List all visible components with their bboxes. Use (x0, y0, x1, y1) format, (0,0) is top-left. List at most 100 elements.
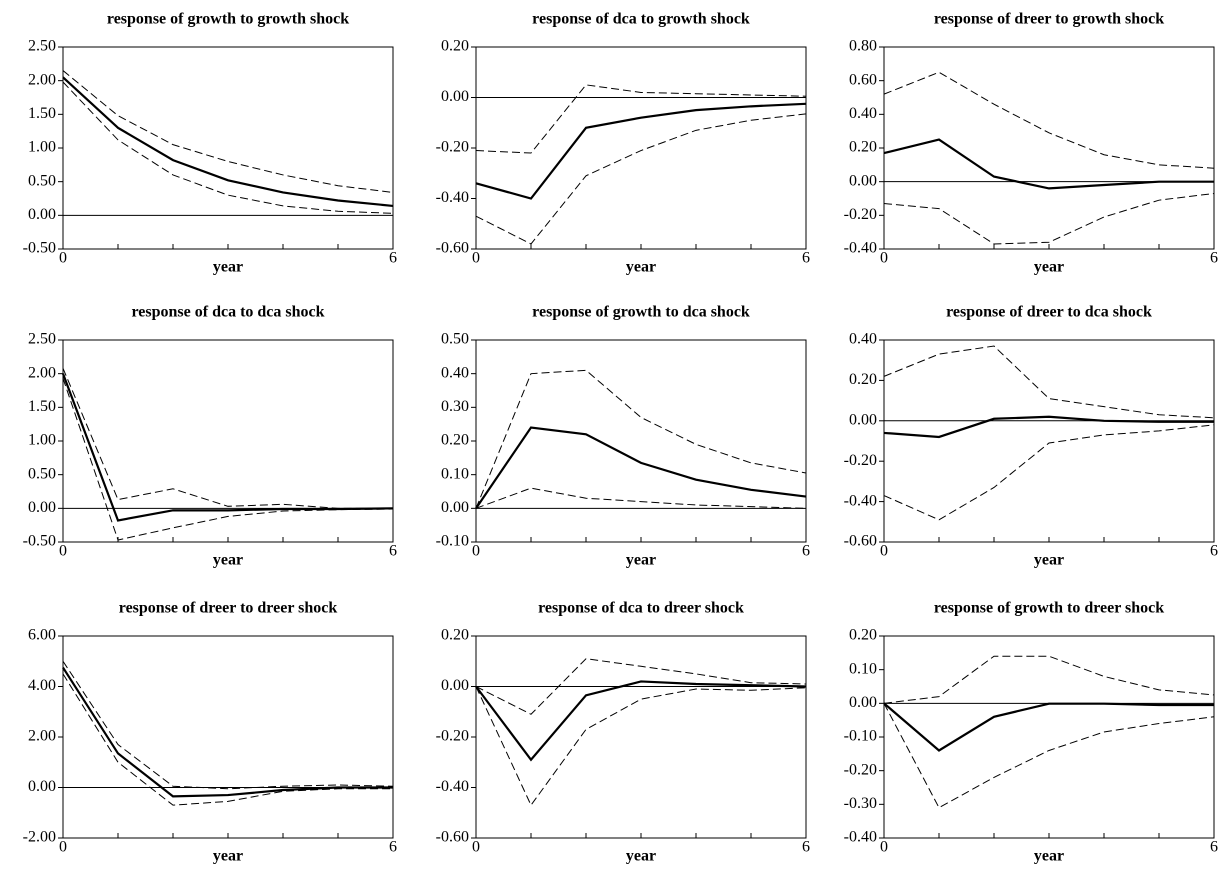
y-tick-label: 0.80 (849, 38, 877, 55)
x-tick-label: 0 (472, 839, 480, 856)
y-tick-label: -0.10 (436, 533, 469, 550)
y-tick-label: 0.00 (28, 778, 56, 795)
y-tick-label: 0.40 (849, 105, 877, 122)
panel: response of dca to growth shock -0.60 -0.4… (436, 11, 810, 276)
x-tick-label: 0 (59, 543, 67, 560)
x-axis-label: year (213, 848, 243, 865)
plot-frame (883, 339, 1215, 543)
x-tick-label: 0 (472, 543, 480, 560)
x-axis-label: year (626, 259, 656, 276)
y-tick-label: 0.00 (28, 499, 56, 516)
panel-title: response of dreer to dreer shock (119, 600, 338, 617)
response-line (62, 673, 393, 806)
plot-frame (475, 46, 807, 250)
panel-title: response of growth to dreer shock (934, 600, 1164, 617)
y-tick-label: -0.40 (436, 778, 469, 795)
y-tick-label: 0.50 (441, 331, 469, 348)
y-tick-label: 0.00 (849, 694, 877, 711)
response-line (475, 369, 807, 509)
panel-title: response of dreer to growth shock (934, 11, 1164, 28)
x-axis-label: year (1034, 848, 1064, 865)
x-tick-label: 6 (1210, 543, 1218, 560)
response-line (883, 703, 1215, 809)
response-line (475, 84, 807, 154)
x-tick-label: 0 (880, 543, 888, 560)
y-tick-label: 0.40 (849, 331, 877, 348)
y-tick-label: 6.00 (28, 627, 56, 644)
y-tick-label: -0.20 (844, 452, 877, 469)
y-tick-label: -0.60 (436, 829, 469, 846)
x-axis-label: year (626, 552, 656, 569)
response-line (475, 487, 807, 509)
x-tick-label: 0 (59, 839, 67, 856)
response-line (62, 81, 394, 214)
x-axis-label: year (1034, 552, 1064, 569)
y-tick-label: -0.30 (844, 795, 877, 812)
panel: response of dca to dca shock -0.50 0.00 0.5… (23, 304, 397, 569)
plot-frame (475, 339, 807, 543)
response-line (883, 655, 1215, 704)
y-tick-label: 2.00 (28, 728, 56, 745)
response-line (475, 102, 807, 200)
response-line (62, 368, 393, 509)
x-tick-label: 6 (389, 543, 397, 560)
response-line (883, 71, 1215, 169)
x-tick-label: 0 (880, 839, 888, 856)
plot-frame (883, 635, 1215, 839)
y-tick-label: 2.50 (28, 38, 56, 55)
y-tick-label: -0.40 (436, 189, 469, 206)
y-tick-label: 2.00 (28, 364, 56, 381)
response-line (62, 378, 394, 541)
response-line (475, 658, 807, 715)
panel-title: response of dreer to dca shock (946, 304, 1152, 321)
y-tick-label: 0.00 (441, 88, 469, 105)
y-tick-label: -0.40 (844, 829, 877, 846)
y-tick-label: 0.20 (441, 432, 469, 449)
panel: response of dreer to dca shock -0.60 -0.40… (844, 304, 1218, 569)
x-tick-label: 0 (59, 250, 67, 267)
y-tick-label: -0.40 (844, 240, 877, 257)
y-tick-label: 0.10 (441, 465, 469, 482)
x-axis-label: year (213, 259, 243, 276)
response-line (62, 666, 393, 798)
y-tick-label: 0.00 (441, 677, 469, 694)
response-line (883, 415, 1214, 439)
x-tick-label: 6 (389, 250, 397, 267)
y-tick-label: -0.20 (844, 206, 877, 223)
x-tick-label: 6 (802, 839, 810, 856)
y-tick-label: 0.40 (441, 364, 469, 381)
y-tick-label: 1.50 (28, 398, 56, 415)
panel: response of dreer to dreer shock -2.00 0.0… (23, 600, 397, 865)
y-tick-label: -0.60 (844, 533, 877, 550)
y-tick-label: 0.00 (849, 172, 877, 189)
y-tick-label: 2.50 (28, 331, 56, 348)
y-tick-label: -0.50 (23, 240, 56, 257)
x-tick-label: 0 (880, 250, 888, 267)
panel-title: response of dca to dca shock (131, 304, 324, 321)
response-line (883, 192, 1215, 245)
x-tick-label: 6 (1210, 839, 1218, 856)
y-tick-label: -0.60 (436, 240, 469, 257)
response-line (62, 70, 394, 193)
plot-frame (62, 339, 394, 543)
y-tick-label: 0.50 (28, 465, 56, 482)
x-tick-label: 6 (802, 250, 810, 267)
y-tick-label: -0.50 (23, 533, 56, 550)
panel: response of growth to dreer shock -0.40 -0… (844, 600, 1218, 865)
y-tick-label: -0.20 (436, 728, 469, 745)
y-tick-label: 0.00 (441, 499, 469, 516)
x-tick-label: 0 (472, 250, 480, 267)
response-line (475, 680, 807, 762)
y-tick-label: 0.50 (28, 172, 56, 189)
plot-frame (62, 46, 394, 250)
y-tick-label: -0.20 (844, 761, 877, 778)
panel: response of growth to dca shock -0.10 0.00… (436, 304, 810, 569)
y-tick-label: 4.00 (28, 677, 56, 694)
x-tick-label: 6 (1210, 250, 1218, 267)
x-tick-label: 6 (802, 543, 810, 560)
x-axis-label: year (1034, 259, 1064, 276)
x-axis-label: year (626, 848, 656, 865)
y-tick-label: -0.40 (844, 492, 877, 509)
y-tick-label: 2.00 (28, 71, 56, 88)
